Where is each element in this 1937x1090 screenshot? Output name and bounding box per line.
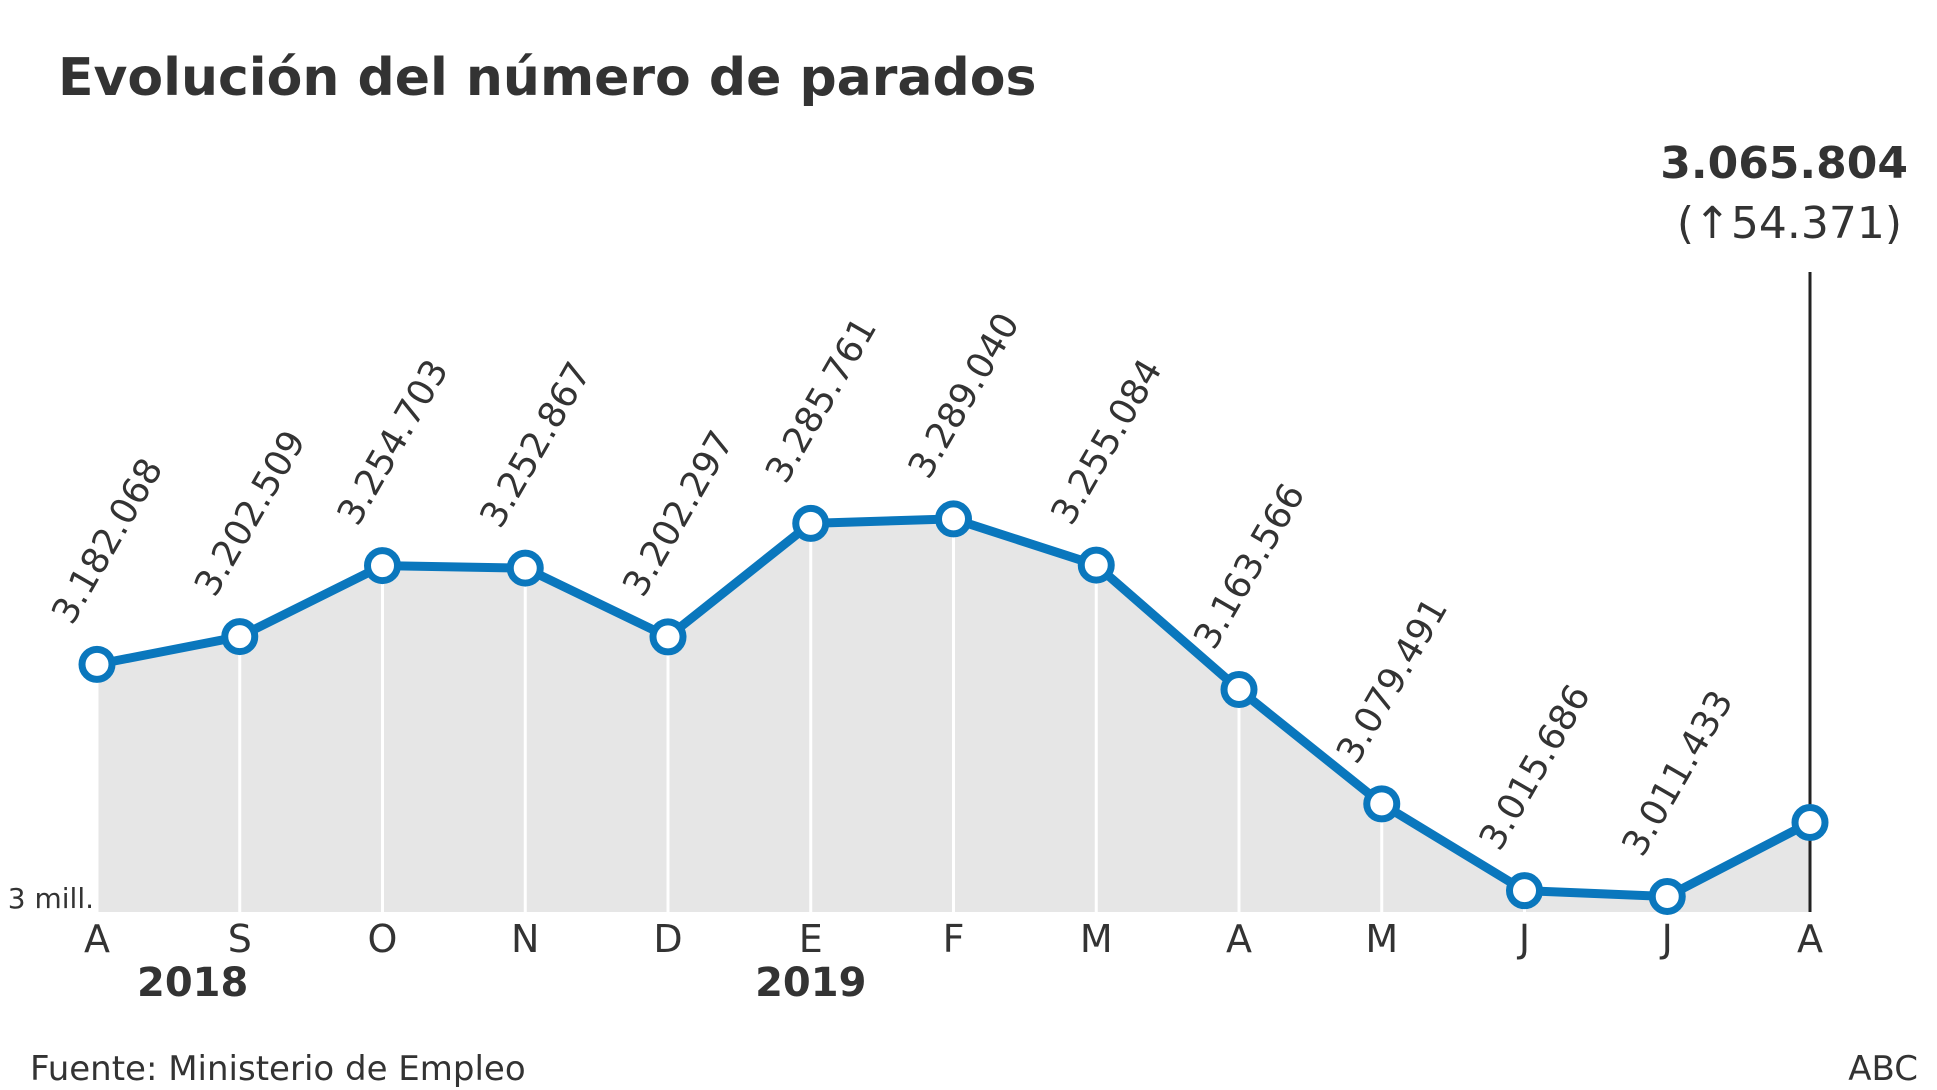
y-tick-label: 3 mill. (8, 882, 94, 915)
value-label: 3.202.509 (187, 424, 314, 603)
x-tick-label: A (1797, 917, 1823, 961)
point (78, 645, 116, 683)
x-tick-label: A (1226, 917, 1252, 961)
point (1648, 877, 1686, 915)
x-tick-label: D (653, 917, 682, 961)
point (1220, 671, 1258, 709)
point (792, 504, 830, 542)
x-tick-label: A (84, 917, 110, 961)
x-tick-label: N (511, 917, 539, 961)
x-tick-label: J (1517, 917, 1530, 961)
point (364, 547, 401, 585)
year-label: 2018 (137, 960, 248, 1006)
value-label: 3.015.686 (1472, 678, 1599, 857)
value-label: 3.202.297 (615, 424, 742, 603)
point (506, 549, 544, 587)
source: Fuente: Ministerio de Empleo (30, 1049, 526, 1089)
annotation: (↑54.371) (1677, 198, 1902, 249)
x-tick-label: M (1365, 917, 1398, 961)
value-label: 3.163.566 (1186, 477, 1313, 656)
year-label: 2019 (755, 960, 866, 1006)
x-tick-label: O (368, 917, 398, 961)
point (1077, 546, 1115, 584)
value-label: 3.289.040 (901, 306, 1028, 485)
value-label: 3.079.491 (1329, 591, 1456, 770)
x-tick-label: J (1660, 917, 1673, 961)
chart-title: Evolución del número de parados (58, 48, 1036, 108)
value-label: 3.182.068 (44, 452, 171, 631)
point (649, 618, 687, 656)
value-label: 3.011.433 (1615, 684, 1742, 863)
point (1791, 804, 1829, 842)
value-label: 3.285.761 (758, 311, 885, 490)
value-label: 3.252.867 (473, 355, 600, 534)
value-label: 3.254.703 (330, 353, 457, 532)
x-tick-label: F (943, 917, 965, 961)
x-tick-label: E (799, 917, 823, 961)
x-tick-label: S (228, 917, 252, 961)
credit: ABC (1848, 1049, 1918, 1089)
point (1506, 872, 1543, 910)
value-label: 3.255.084 (1044, 352, 1171, 531)
value-label: 3.065.804 (1660, 138, 1908, 189)
point (1363, 785, 1401, 823)
point (221, 618, 259, 656)
x-tick-label: M (1080, 917, 1113, 961)
point (935, 500, 972, 538)
